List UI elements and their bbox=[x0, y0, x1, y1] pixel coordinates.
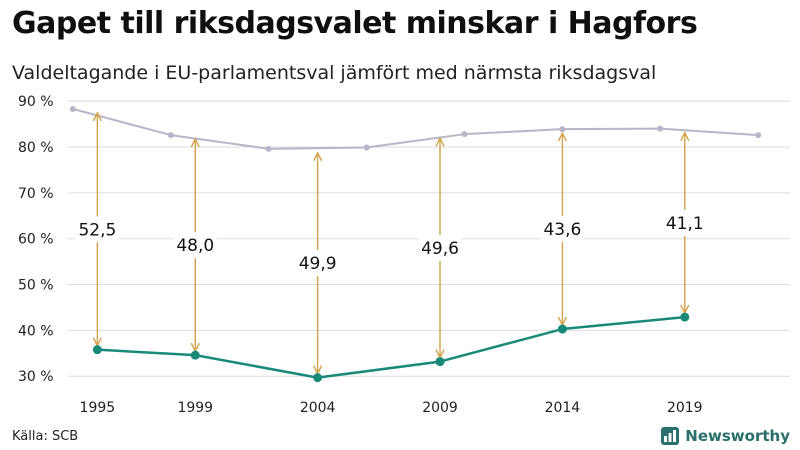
x-tick-label: 2009 bbox=[422, 400, 458, 416]
gap-value: 43,6 bbox=[543, 220, 581, 240]
source-note: Källa: SCB bbox=[12, 429, 79, 444]
data-point-riksdag bbox=[461, 131, 468, 138]
gap-label-bg bbox=[75, 216, 120, 243]
gap-label-bg bbox=[540, 216, 585, 243]
arrow-head bbox=[190, 137, 200, 148]
gap-label: 48,0 bbox=[173, 232, 218, 259]
data-point-eu bbox=[680, 312, 690, 322]
data-point-riksdag bbox=[69, 105, 76, 112]
x-tick-label: 1995 bbox=[80, 400, 116, 416]
grid-layer bbox=[68, 100, 790, 377]
data-point-riksdag bbox=[265, 145, 272, 152]
gap-label: 49,6 bbox=[418, 234, 463, 261]
gap-value: 49,6 bbox=[421, 239, 459, 259]
y-tick-label: 70 % bbox=[18, 186, 54, 202]
gap-value: 48,0 bbox=[176, 236, 214, 256]
gap-value: 52,5 bbox=[78, 220, 116, 240]
data-point-eu bbox=[435, 357, 445, 367]
y-tick-label: 80 % bbox=[18, 140, 54, 156]
data-point-eu bbox=[557, 324, 567, 334]
y-tick-label: 50 % bbox=[18, 278, 54, 294]
x-tick-label: 2014 bbox=[545, 400, 581, 416]
arrow-head bbox=[92, 111, 102, 122]
series-line-riksdag bbox=[72, 107, 759, 150]
gap-label-bg bbox=[418, 234, 463, 261]
y-tick-label: 30 % bbox=[18, 369, 54, 385]
x-axis: 1995 1999 2004 2009 2014 2019 bbox=[80, 400, 703, 416]
gap-labels: 52,5 48,0 49,9 49,6 43,6 41,1 bbox=[75, 209, 707, 277]
bar-chart-icon bbox=[661, 427, 680, 445]
arrow-head bbox=[557, 131, 568, 142]
gap-label: 52,5 bbox=[75, 216, 120, 243]
data-point-riksdag bbox=[167, 132, 174, 139]
arrow-head bbox=[313, 151, 323, 162]
gap-value: 49,9 bbox=[299, 254, 337, 274]
data-point-riksdag bbox=[559, 126, 566, 133]
gap-label-bg bbox=[173, 232, 218, 259]
data-point-eu bbox=[92, 345, 102, 355]
gap-label: 43,6 bbox=[540, 216, 585, 243]
arrow-head bbox=[435, 136, 445, 147]
series-lines bbox=[72, 107, 759, 379]
x-tick-label: 2004 bbox=[300, 400, 336, 416]
y-axis: 30 % 40 % 50 % 60 % 70 % 80 % 90 % bbox=[18, 94, 54, 385]
gap-label-bg bbox=[662, 209, 707, 236]
y-tick-label: 40 % bbox=[18, 323, 54, 339]
gap-value: 41,1 bbox=[666, 214, 704, 234]
series-line-eu bbox=[97, 315, 685, 379]
chart-title: Gapet till riksdagsvalet minskar i Hagfo… bbox=[12, 6, 698, 41]
x-tick-label: 2019 bbox=[667, 400, 703, 416]
data-point-eu bbox=[190, 350, 200, 360]
gap-label-bg bbox=[295, 250, 340, 277]
data-points bbox=[69, 105, 762, 383]
gap-label: 49,9 bbox=[295, 250, 340, 277]
y-tick-label: 60 % bbox=[18, 232, 54, 248]
y-tick-label: 90 % bbox=[18, 94, 54, 110]
x-tick-label: 1999 bbox=[177, 400, 213, 416]
gap-label: 41,1 bbox=[662, 209, 707, 236]
chart-subtitle: Valdeltagande i EU-parlamentsval jämfört… bbox=[12, 62, 657, 84]
data-point-riksdag bbox=[363, 144, 370, 151]
data-point-eu bbox=[313, 373, 323, 383]
brand-logo: Newsworthy bbox=[661, 427, 790, 445]
data-point-riksdag bbox=[657, 125, 664, 132]
arrow-head bbox=[680, 131, 690, 141]
brand-name: Newsworthy bbox=[685, 427, 790, 445]
data-point-riksdag bbox=[755, 132, 762, 139]
